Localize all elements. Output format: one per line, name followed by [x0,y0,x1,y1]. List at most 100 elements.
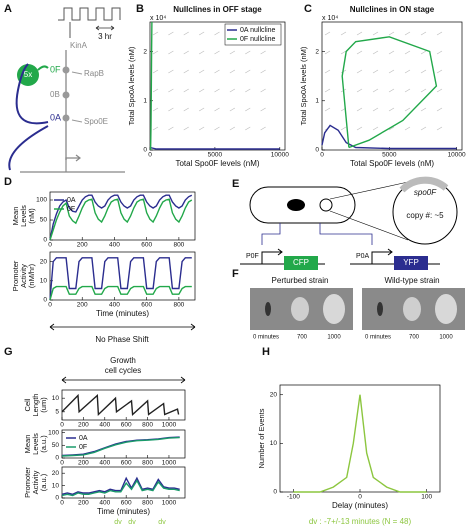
x-tick-label: 400 [99,460,110,467]
panel-e-diagram: spo0F copy #: ~5 P0F CFP P0A YFP [240,176,458,270]
y-axis-label: Levels [19,205,28,227]
vector-arrow [260,126,266,131]
g-title: cell cycles [105,366,141,375]
x-tick-label: 0 [48,242,52,249]
x-tick-label: 600 [141,302,152,309]
x-tick-label: 1000 [162,422,177,429]
y-axis-label: (a.u.) [39,435,48,453]
y-axis-label: Promoter [11,260,20,291]
vector-arrow [168,126,174,131]
panel-label: C [304,3,312,15]
legend-label: 0A [67,197,76,204]
panel-a-diagram: 3 hr KinA 0F RapB 0B 0A Spo0E 5x [8,7,125,173]
x-tick-label: 600 [121,460,132,467]
copy-circle [17,64,39,86]
x-axis-label: Delay (minutes) [332,501,388,510]
vector-arrow [168,50,174,55]
series-line [49,257,192,301]
vector-arrow [340,50,347,55]
vector-arrow [356,69,363,74]
x-tick-label: 200 [78,460,89,467]
panel-label: H [262,346,270,358]
vector-arrow [183,88,189,93]
dv-label: dv [158,519,166,526]
x-tick-label: 5000 [382,152,397,159]
y-multiplier: x 10⁴ [322,15,338,22]
x-tick-label: 200 [77,242,88,249]
x-tick-label: 10000 [271,152,289,159]
y-tick-label: 20 [52,470,60,477]
series-line [61,436,180,457]
node-label: Spo0E [84,117,108,126]
series-line [293,394,427,493]
vector-arrow [168,31,174,36]
copy-label: copy #: ~5 [406,211,444,220]
plot-frame [61,389,186,421]
y-tick-label: 1 [315,97,319,104]
y-tick-label: 2 [315,48,319,55]
vector-arrow [404,69,411,74]
y-tick-label: 0 [315,147,319,154]
y-tick-label: 1 [143,97,147,104]
vector-arrow [245,69,251,74]
y-axis-label: (um) [39,397,48,413]
vector-arrow [436,126,443,131]
y-tick-label: 10 [270,440,278,447]
vector-arrow [198,69,205,74]
vector-arrow [388,107,395,112]
node [62,66,70,74]
y-tick-label: 100 [36,197,47,204]
vector-arrow [168,107,174,112]
vector-arrow [324,31,331,36]
vector-arrow [214,50,220,55]
gene-arc [399,176,449,193]
vector-arrow [388,126,395,131]
promoter [261,248,283,264]
x-tick-label: 400 [109,242,120,249]
x-tick-label: 10000 [448,152,466,159]
x-tick-label: 800 [173,302,184,309]
vector-arrow [436,107,443,112]
series-line [149,146,280,150]
y-tick-label: 0 [55,455,59,462]
vector-arrow [229,69,236,74]
node [62,114,70,122]
panel-label: F [232,268,239,280]
series-line [49,198,193,241]
x-tick-label: 5000 [208,152,223,159]
plot-frame [279,384,441,493]
time-label: 0 minutes [253,335,279,341]
y-tick-label: 10 [52,482,60,489]
y-axis-label: Activity [31,470,40,494]
vector-arrow [229,107,236,112]
dv-label: dv [128,519,136,526]
plot-frame [49,251,196,301]
legend-label: 0F nullcline [240,36,276,43]
x-tick-label: 400 [109,302,120,309]
x-axis-label: Total Spo0F levels (nM) [350,159,434,168]
vector-arrow [245,88,251,93]
y-tick-label: 5 [55,409,59,416]
vector-arrow [404,88,411,93]
vector-arrow [356,107,363,112]
vector-arrow [404,50,411,55]
reporter-label: YFP [403,258,419,267]
x-tick-label: 0 [148,152,152,159]
vector-arrow [260,50,266,55]
pulse-train [58,7,121,21]
vector-arrow [420,31,427,36]
y-axis-label: (nM/hr) [27,263,36,288]
x-tick-label: 800 [142,422,153,429]
y-axis-label: Length [31,394,40,417]
gene-label: spo0F [414,188,437,197]
node-label: KinA [70,41,88,50]
y-axis-label: Activity [19,264,28,288]
y-tick-label: 0 [43,237,47,244]
y-tick-label: 50 [40,217,48,224]
vector-arrow [214,126,220,131]
promoter [371,248,393,264]
y-tick-label: 0 [43,297,47,304]
cell-image [291,297,309,321]
node-label: 0B [50,90,60,99]
plot-frame [149,21,286,151]
